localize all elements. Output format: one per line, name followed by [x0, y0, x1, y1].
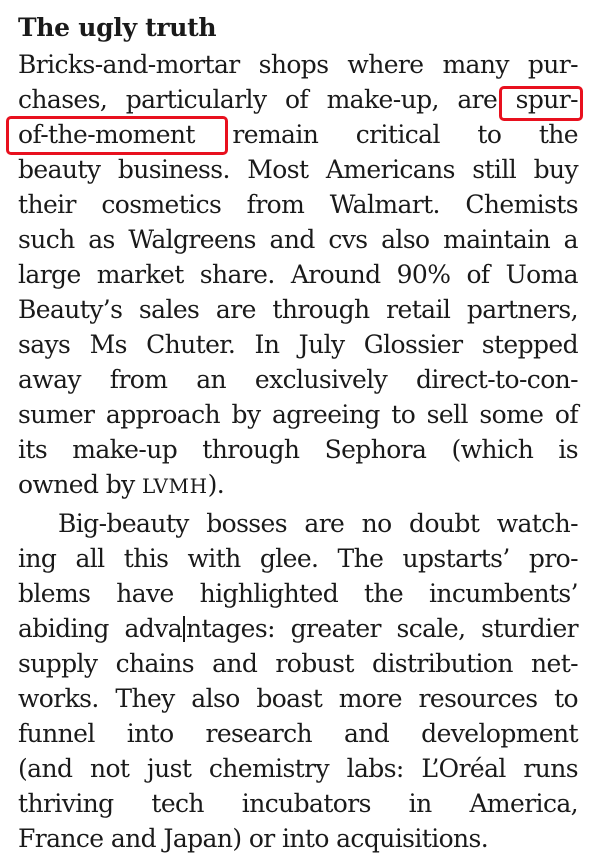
paragraph-1-line-4: beauty business. Most Americans still bu…: [18, 155, 579, 184]
paragraph-1-line-8: Beauty’s sales are through retail partne…: [18, 295, 579, 324]
paragraph-2-line-10: France and Japan) or into acquisitions.: [18, 824, 489, 853]
highlight-box-of-the-moment: [6, 116, 228, 155]
paragraph-2-line-2: ing all this with glee. The upstarts’ pr…: [18, 544, 579, 573]
paragraph-1-line-11: sumer approach by agreeing to sell some …: [18, 400, 579, 429]
paragraph-2-line-1: Big-beauty bosses are no doubt watch-: [58, 509, 579, 538]
paragraph-2-line-7: funnel into research and development: [18, 719, 579, 748]
paragraph-2-line-5: supply chains and robust distribution ne…: [18, 649, 579, 678]
article-heading: The ugly truth: [18, 13, 217, 42]
paragraph-1-line-1: Bricks-and-mortar shops where many pur-: [18, 50, 579, 79]
text-cursor: [183, 616, 186, 642]
paragraph-2-line-9: thriving tech incubators in America,: [18, 789, 579, 818]
paragraph-1-line-2: chases, particularly of make-up, are spu…: [18, 85, 579, 114]
paragraph-1-line-7: large market share. Around 90% of Uoma: [18, 260, 579, 289]
paragraph-1-line-5: their cosmetics from Walmart. Chemists: [18, 190, 579, 219]
paragraph-1-line-6: such as Walgreens and cvs also maintain …: [18, 225, 579, 254]
paragraph-2-line-6: works. They also boast more resources to: [18, 684, 579, 713]
paragraph-1-line-13: owned by LVMH).: [18, 470, 225, 499]
paragraph-2-line-4: abiding adva ntages: greater scale, sturd…: [18, 614, 579, 643]
paragraph-1-line-12: its make-up through Sephora (which is: [18, 435, 579, 464]
paragraph-2-line-8: (and not just chemistry labs: L’Oréal ru…: [18, 754, 579, 783]
highlight-box-spur: [499, 86, 583, 121]
paragraph-1-line-10: away from an exclusively direct-to-con-: [18, 365, 579, 394]
paragraph-1-line-3: of-the-moment remain critical to the: [18, 120, 579, 149]
paragraph-1-line-9: says Ms Chuter. In July Glossier stepped: [18, 330, 579, 359]
paragraph-2-line-3: blems have highlighted the incumbents’: [18, 579, 579, 608]
